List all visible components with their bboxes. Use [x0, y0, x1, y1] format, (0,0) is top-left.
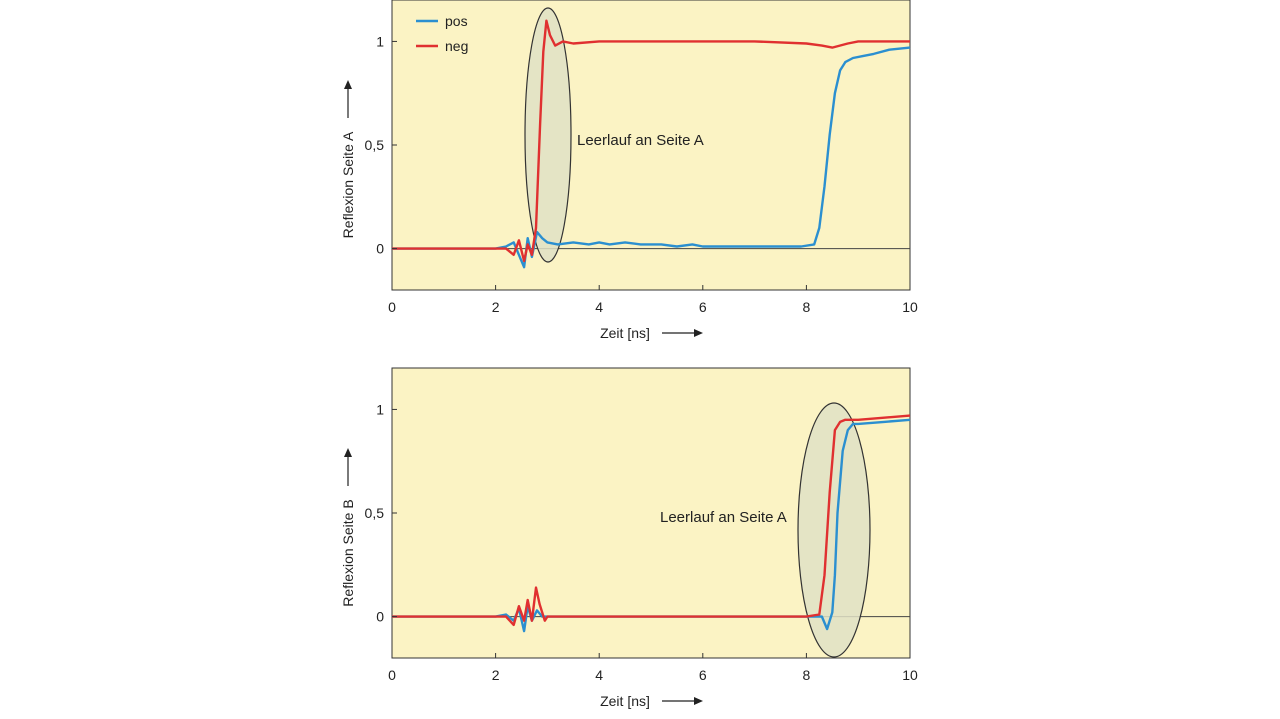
x-axis-arrowhead	[694, 697, 703, 705]
annotation-label: Leerlauf an Seite A	[660, 509, 787, 526]
x-tick-label: 10	[902, 299, 918, 315]
x-axis-label: Zeit [ns]	[600, 325, 650, 341]
y-axis-label: Reflexion Seite A	[340, 131, 356, 238]
x-tick-label: 0	[388, 667, 396, 683]
x-tick-label: 6	[699, 299, 707, 315]
annotation-label: Leerlauf an Seite A	[577, 132, 704, 149]
x-tick-label: 4	[595, 667, 603, 683]
x-tick-label: 0	[388, 299, 396, 315]
series-line-neg	[392, 414, 911, 627]
y-tick-label: 1	[376, 33, 384, 49]
series-line-neg	[392, 19, 910, 263]
legend-label-pos: pos	[445, 13, 468, 29]
x-tick-label: 8	[803, 667, 811, 683]
x-tick-label: 4	[595, 299, 603, 315]
x-tick-label: 2	[492, 667, 500, 683]
y-tick-label: 1	[376, 401, 384, 417]
chart-bottom: Leerlauf an Seite A 0 2 4 6 8 10 0 0,5 1 Zeit [ns]…	[340, 367, 918, 709]
y-axis-arrowhead	[344, 80, 352, 89]
y-axis-label: Reflexion Seite B	[340, 499, 356, 606]
plot-area	[391, 0, 911, 291]
legend-label-neg: neg	[445, 38, 468, 54]
y-tick-label: 0	[376, 609, 384, 625]
x-tick-label: 6	[699, 667, 707, 683]
x-axis-arrowhead	[694, 329, 703, 337]
x-tick-label: 2	[492, 299, 500, 315]
y-tick-label: 0	[376, 241, 384, 257]
chart-top: Leerlauf an Seite A 0 2 4 6 8 10 0 0,5 1 Zeit [ns]…	[340, 0, 918, 341]
x-tick-label: 8	[803, 299, 811, 315]
y-tick-label: 0,5	[365, 137, 385, 153]
series-line-pos	[392, 46, 911, 269]
x-tick-label: 10	[902, 667, 918, 683]
annotation-ellipse	[797, 402, 871, 658]
y-tick-label: 0,5	[365, 505, 385, 521]
x-axis-label: Zeit [ns]	[600, 693, 650, 709]
y-axis-arrowhead	[344, 448, 352, 457]
annotation-ellipse	[524, 7, 572, 263]
